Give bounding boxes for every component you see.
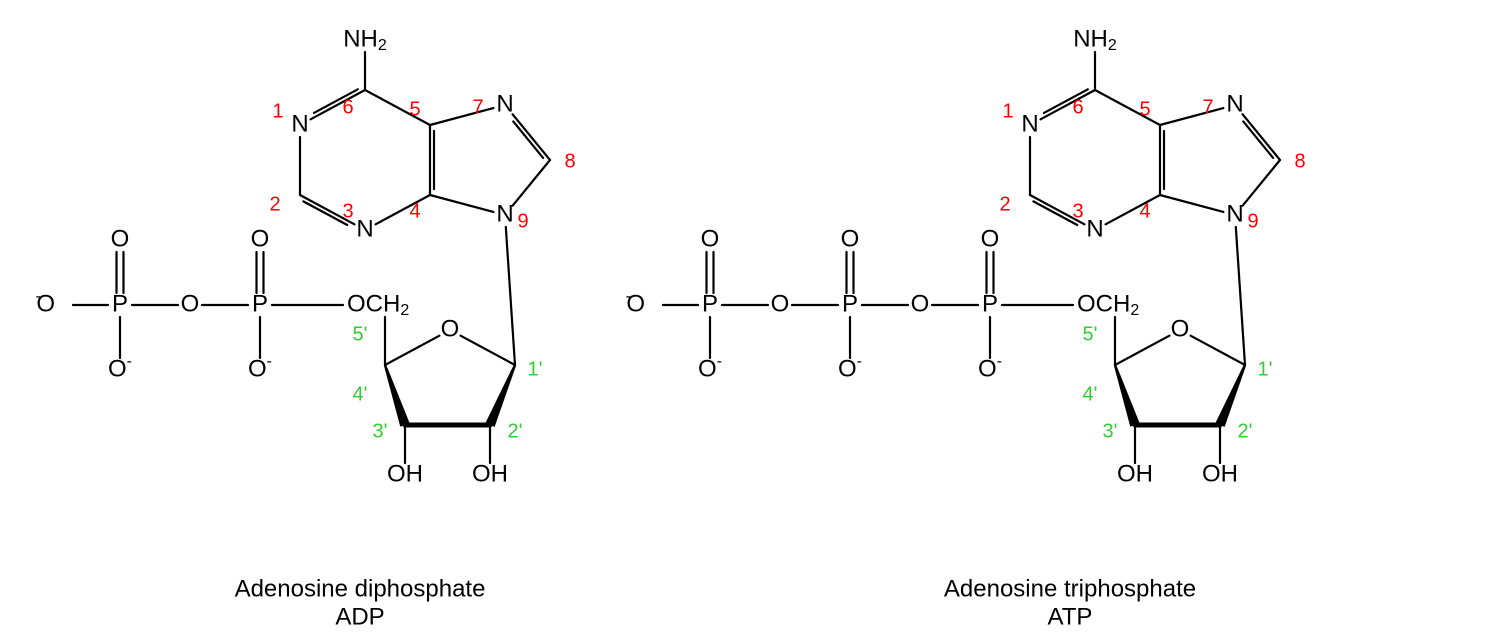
atom-N1: N xyxy=(291,110,308,137)
ribose-O: O xyxy=(1171,315,1190,342)
phosphate-O-top: O xyxy=(841,225,860,252)
purine-number: 7 xyxy=(1202,96,1213,118)
purine-number: 8 xyxy=(1294,150,1305,172)
charge: - xyxy=(36,288,41,305)
purine-number: 2 xyxy=(269,193,280,215)
phosphate-O-top: O xyxy=(981,225,1000,252)
phosphate-O-top: O xyxy=(111,225,130,252)
purine-number: 5 xyxy=(409,98,420,120)
ribose-number: 3' xyxy=(373,420,388,442)
caption-line2: ADP xyxy=(335,603,384,630)
phosphate-O-bottom: O- xyxy=(108,353,132,382)
purine-number: 4 xyxy=(1139,200,1150,222)
atom-NH2: NH2 xyxy=(1073,25,1117,54)
purine-number: 9 xyxy=(517,210,528,232)
ribose-OH-3: OH xyxy=(1117,460,1153,487)
purine-number: 5 xyxy=(1139,98,1150,120)
atom-N7: N xyxy=(496,90,513,117)
phosphorus-1: P xyxy=(112,290,128,317)
atom-NH2: NH2 xyxy=(343,25,387,54)
diagram-canvas: NNNNNH2123456789OOCH2OHOH1'2'3'4'5'POO-O… xyxy=(0,0,1500,638)
purine-number: 7 xyxy=(472,96,483,118)
purine-number: 3 xyxy=(1072,200,1083,222)
ribose-number: 5' xyxy=(1083,323,1098,345)
ribose-number: 5' xyxy=(353,323,368,345)
ribose-number: 1' xyxy=(1258,358,1273,380)
caption-line2: ATP xyxy=(1048,603,1093,630)
purine-number: 3 xyxy=(342,200,353,222)
ribose-number: 1' xyxy=(528,358,543,380)
och2-label: OCH2 xyxy=(1077,290,1139,319)
ribose-number: 3' xyxy=(1103,420,1118,442)
ribose-number: 4' xyxy=(353,383,368,405)
phosphate-O-bottom: O- xyxy=(248,353,272,382)
phosphate-O-bottom: O- xyxy=(838,353,862,382)
atom-N7: N xyxy=(1226,90,1243,117)
ribose-O: O xyxy=(441,315,460,342)
ribose-number: 2' xyxy=(508,420,523,442)
phosphorus-2: P xyxy=(252,290,268,317)
phosphate-O-top: O xyxy=(251,225,270,252)
phosphorus-1: P xyxy=(702,290,718,317)
atom-N3: N xyxy=(356,215,373,242)
ribose-number: 4' xyxy=(1083,383,1098,405)
phosphorus-3: P xyxy=(982,290,998,317)
atom-N3: N xyxy=(1086,215,1103,242)
purine-number: 9 xyxy=(1247,210,1258,232)
bridging-O: O xyxy=(771,290,790,317)
caption-line1: Adenosine triphosphate xyxy=(944,575,1196,602)
bridging-O: O xyxy=(911,290,930,317)
phosphate-O-bottom: O- xyxy=(698,353,722,382)
purine-number: 6 xyxy=(342,96,353,118)
caption-line1: Adenosine diphosphate xyxy=(235,575,486,602)
och2-label: OCH2 xyxy=(347,290,409,319)
atom-N9: N xyxy=(1226,200,1243,227)
purine-number: 4 xyxy=(409,200,420,222)
atom-N1: N xyxy=(1021,110,1038,137)
ribose-OH-2: OH xyxy=(1202,460,1238,487)
phosphate-O-top: O xyxy=(701,225,720,252)
ribose-OH-3: OH xyxy=(387,460,423,487)
purine-number: 1 xyxy=(1002,100,1013,122)
atom-N9: N xyxy=(496,200,513,227)
ribose-OH-2: OH xyxy=(472,460,508,487)
ribose-number: 2' xyxy=(1238,420,1253,442)
purine-number: 6 xyxy=(1072,96,1083,118)
phosphorus-2: P xyxy=(842,290,858,317)
charge: - xyxy=(626,288,631,305)
bridging-O: O xyxy=(181,290,200,317)
phosphate-O-bottom: O- xyxy=(978,353,1002,382)
purine-number: 2 xyxy=(999,193,1010,215)
purine-number: 8 xyxy=(564,150,575,172)
purine-number: 1 xyxy=(272,100,283,122)
